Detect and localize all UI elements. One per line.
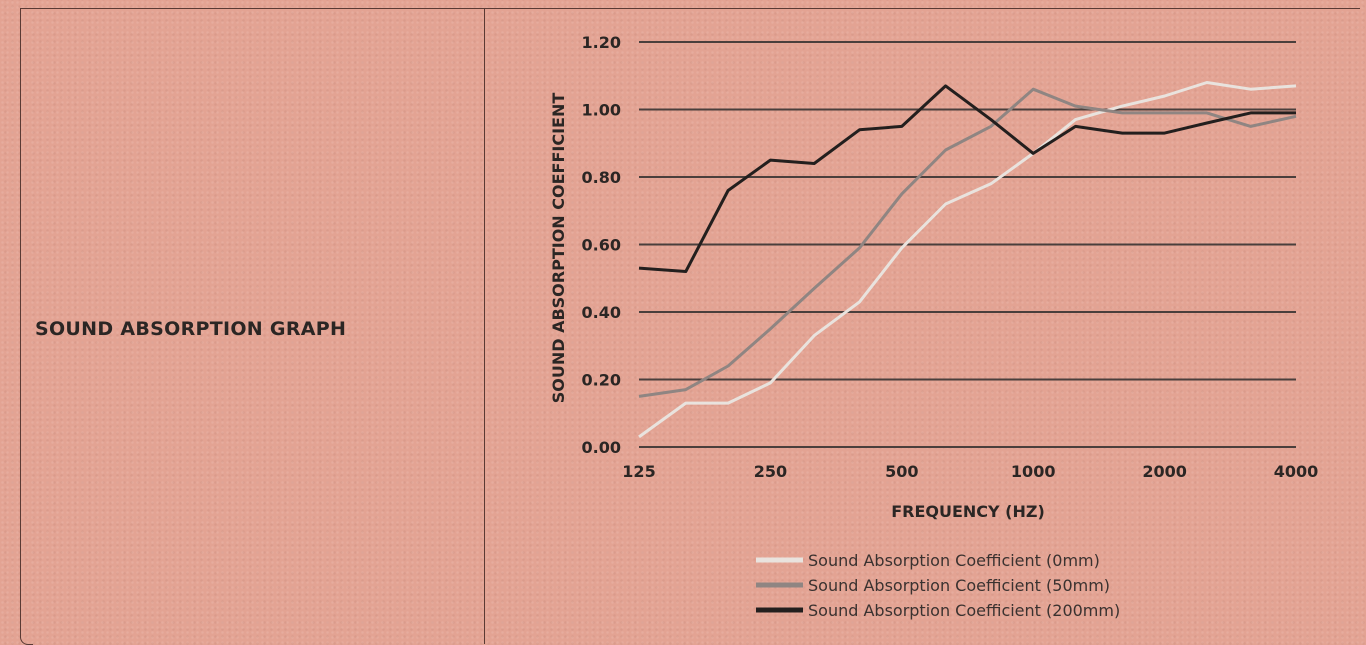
x-tick-label: 500 bbox=[885, 462, 918, 481]
series-line bbox=[638, 84, 1296, 273]
x-tick-label: 250 bbox=[754, 462, 787, 481]
series-lines bbox=[638, 81, 1297, 439]
x-tick-labels: 125 250 500 1000 2000 4000 bbox=[622, 462, 1318, 481]
x-tick-label: 2000 bbox=[1142, 462, 1187, 481]
y-tick-label: 0.60 bbox=[582, 236, 621, 255]
y-tick-label: 1.00 bbox=[582, 101, 621, 120]
y-tick-label: 0.40 bbox=[582, 303, 621, 322]
legend-label: Sound Absorption Coefficient (0mm) bbox=[808, 551, 1100, 570]
legend-label: Sound Absorption Coefficient (50mm) bbox=[808, 576, 1110, 595]
x-tick-label: 1000 bbox=[1011, 462, 1056, 481]
y-tick-label: 0.80 bbox=[582, 168, 621, 187]
legend: Sound Absorption Coefficient (0mm) Sound … bbox=[756, 551, 1120, 620]
y-tick-label: 0.00 bbox=[582, 438, 621, 457]
x-tick-label: 4000 bbox=[1274, 462, 1319, 481]
section-title: SOUND ABSORPTION GRAPH bbox=[35, 318, 347, 340]
table-frame bbox=[20, 8, 1360, 638]
legend-label: Sound Absorption Coefficient (200mm) bbox=[808, 601, 1120, 620]
y-tick-label: 0.20 bbox=[582, 371, 621, 390]
series-line bbox=[638, 81, 1297, 439]
y-axis-label: SOUND ABSORPTION COEFFICIENT bbox=[549, 93, 568, 404]
grid-lines bbox=[639, 41, 1296, 448]
series-line bbox=[638, 87, 1297, 398]
y-tick-label: 1.20 bbox=[582, 33, 621, 52]
x-axis-label: FREQUENCY (HZ) bbox=[891, 502, 1045, 521]
y-tick-labels: 0.00 0.20 0.40 0.60 0.80 1.00 1.20 bbox=[582, 33, 621, 457]
column-divider bbox=[484, 8, 485, 644]
x-tick-label: 125 bbox=[622, 462, 655, 481]
